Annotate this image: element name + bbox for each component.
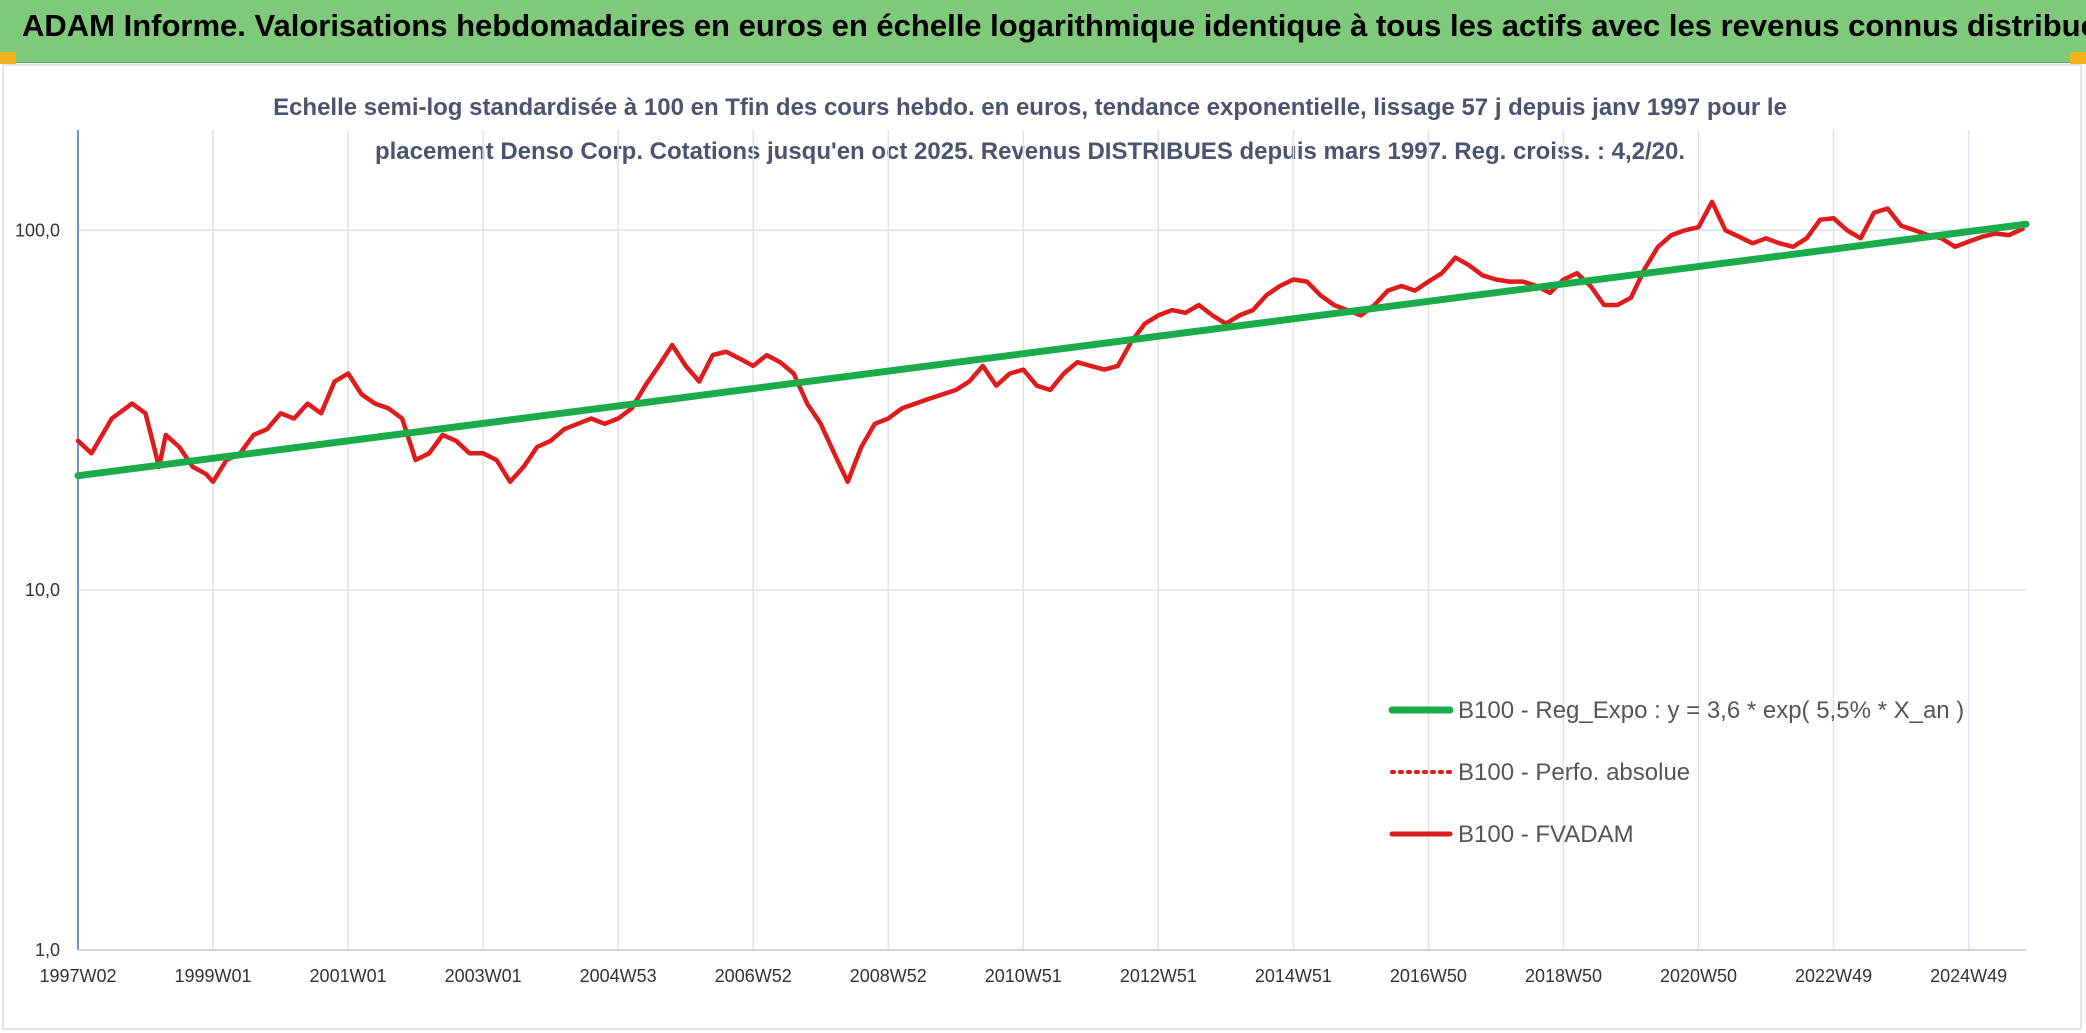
report-banner: ADAM Informe. Valorisations hebdomadaire… — [0, 0, 2086, 63]
x-tick-label: 2022W49 — [1795, 966, 1872, 986]
chart-title-line-2: placement Denso Corp. Cotations jusqu'en… — [374, 138, 1686, 165]
y-tick-label: 10,0 — [25, 580, 60, 600]
trend-line — [74, 220, 2030, 480]
chart-title: Echelle semi-log standardisée à 100 en T… — [180, 86, 1880, 174]
legend-entry-trend: B100 - Reg_Expo : y = 3,6 * exp( 5,5% * … — [1388, 697, 1964, 724]
legend-entry-fvadam: B100 - FVADAM — [1389, 821, 1634, 848]
x-tick-label: 2018W50 — [1525, 966, 1602, 986]
y-tick-label: 100,0 — [15, 220, 60, 240]
y-tick-label: 1,0 — [35, 940, 60, 960]
legend-label: B100 - Perfo. absolue — [1458, 759, 1690, 786]
legend: B100 - Reg_Expo : y = 3,6 * exp( 5,5% * … — [1388, 697, 1964, 848]
legend-entry-perfo-absolue: B100 - Perfo. absolue — [1390, 759, 1690, 786]
x-tick-label: 2003W01 — [445, 966, 522, 986]
legend-label: B100 - FVADAM — [1458, 821, 1634, 848]
series-layer — [74, 199, 2030, 485]
x-tick-label: 2004W53 — [580, 966, 657, 986]
report-title: ADAM Informe. Valorisations hebdomadaire… — [22, 8, 2086, 43]
x-tick-label: 2016W50 — [1390, 966, 1467, 986]
legend-label: B100 - Reg_Expo : y = 3,6 * exp( 5,5% * … — [1458, 697, 1964, 724]
x-tick-label: 1999W01 — [175, 966, 252, 986]
x-tick-label: 2008W52 — [850, 966, 927, 986]
x-tick-label: 2012W51 — [1120, 966, 1197, 986]
chart-frame — [2, 64, 2082, 1030]
axis-layer: 1997W02 1999W01 2001W01 2003W01 2004W53 2006W… — [15, 130, 2026, 986]
grid-layer — [77, 130, 2026, 951]
corner-marker-right — [2070, 52, 2086, 64]
x-tick-label: 2006W52 — [715, 966, 792, 986]
fvadam-line — [75, 199, 2025, 485]
chart-title-line-1: Echelle semi-log standardisée à 100 en T… — [273, 94, 1787, 121]
x-tick-label: 2014W51 — [1255, 966, 1332, 986]
x-tick-label: 2020W50 — [1660, 966, 1737, 986]
x-tick-label: 2001W01 — [310, 966, 387, 986]
x-tick-label: 2010W51 — [985, 966, 1062, 986]
x-tick-label: 1997W02 — [39, 966, 116, 986]
corner-marker-left — [0, 52, 16, 64]
x-tick-label: 2024W49 — [1930, 966, 2007, 986]
